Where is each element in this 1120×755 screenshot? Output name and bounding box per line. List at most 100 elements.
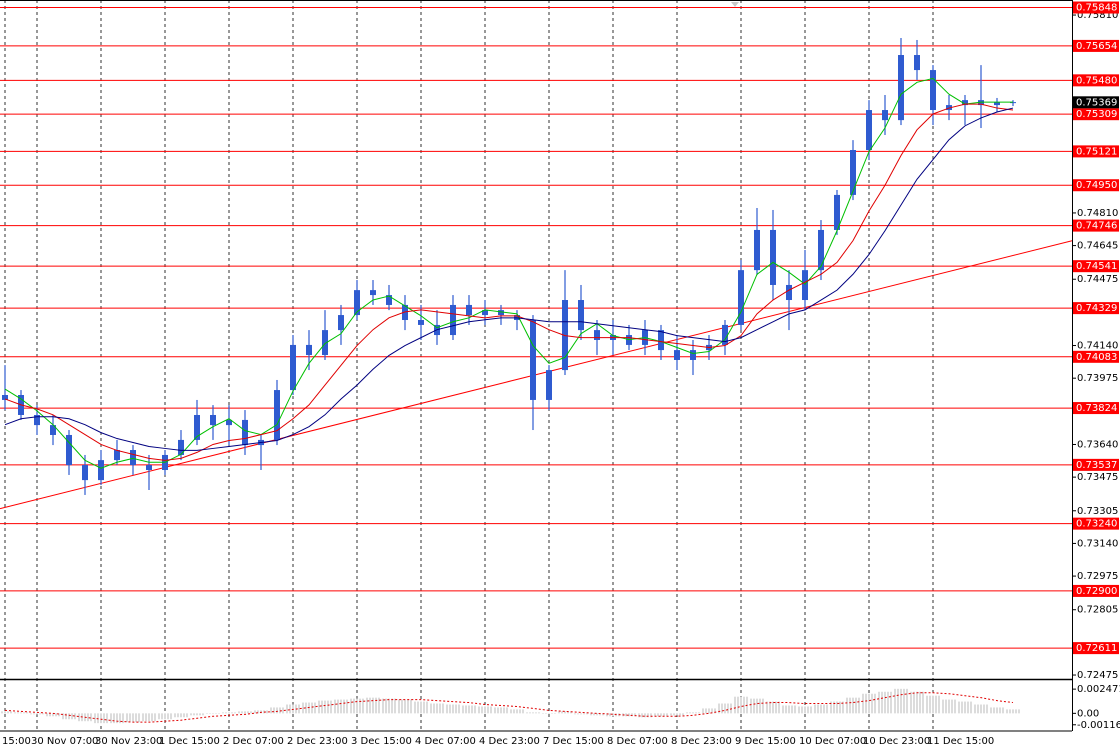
osc-bar <box>538 712 540 714</box>
osc-bar <box>186 713 188 718</box>
osc-bar <box>167 713 169 720</box>
candle-body <box>418 320 424 325</box>
osc-bar <box>404 699 406 714</box>
level-label-box <box>1073 145 1119 158</box>
osc-bar <box>791 705 793 714</box>
osc-bar <box>865 693 867 714</box>
osc-bar <box>727 703 729 714</box>
osc-bar <box>593 713 595 716</box>
osc-bar <box>74 713 76 720</box>
level-label: 0.74329 <box>1076 303 1117 314</box>
osc-bar <box>503 707 505 714</box>
level-label-box <box>1073 350 1119 363</box>
osc-bar <box>55 713 57 717</box>
osc-bar <box>78 713 80 722</box>
y-tick-label: 0.73475 <box>1077 472 1118 483</box>
osc-bar <box>522 709 524 714</box>
candle-body <box>962 100 968 106</box>
osc-bar <box>801 706 803 714</box>
osc-bar <box>289 704 291 714</box>
osc-bar <box>1012 709 1014 714</box>
osc-bar <box>247 711 249 714</box>
candle-body <box>194 414 200 440</box>
osc-bar <box>369 697 371 714</box>
osc-bar <box>961 701 963 714</box>
osc-bar <box>10 711 12 714</box>
osc-bar <box>698 712 700 714</box>
candle-body <box>498 310 504 316</box>
osc-bar <box>455 704 457 714</box>
x-tick-label: 8 Dec 07:00 <box>607 736 668 747</box>
x-tick-label: 15:00 <box>2 736 31 747</box>
level-label: 0.75480 <box>1076 75 1117 86</box>
osc-bar <box>420 701 422 714</box>
osc-bar <box>148 713 150 722</box>
y-tick-label: 0.74645 <box>1077 241 1118 252</box>
candle-body <box>690 350 696 360</box>
osc-bar <box>494 707 496 714</box>
osc-bar <box>286 704 288 714</box>
osc-bar <box>788 705 790 714</box>
y-tick-label: 0.74810 <box>1077 208 1118 219</box>
osc-bar <box>894 688 896 714</box>
level-label: 0.74950 <box>1076 180 1117 191</box>
level-label-box <box>1073 584 1119 597</box>
osc-bar <box>452 704 454 714</box>
osc-bar <box>199 713 201 716</box>
osc-bar <box>670 713 672 716</box>
osc-bar <box>497 707 499 714</box>
x-tick-label: 30 Nov 07:00 <box>31 736 98 747</box>
osc-bar <box>762 698 764 714</box>
osc-bar <box>993 707 995 714</box>
osc-bar <box>526 712 528 714</box>
osc-bar <box>826 704 828 714</box>
candle-body <box>402 304 408 321</box>
candle-body <box>466 304 472 316</box>
osc-bar <box>823 704 825 714</box>
osc-bar <box>740 696 742 714</box>
osc-bar <box>375 697 377 714</box>
candle-body <box>290 344 296 391</box>
candle-body <box>930 70 936 111</box>
osc-bar <box>766 701 768 714</box>
osc-bar <box>170 713 172 720</box>
osc-bar <box>238 711 240 714</box>
osc-bar <box>212 713 214 714</box>
osc-bar <box>23 712 25 714</box>
osc-bar <box>647 713 649 718</box>
osc-bar <box>702 708 704 714</box>
moving-average <box>4 77 1013 469</box>
osc-bar <box>990 707 992 714</box>
level-label-box <box>1073 402 1119 415</box>
osc-bar <box>810 706 812 714</box>
level-label-box <box>1073 179 1119 192</box>
y-tick-label: 0.73305 <box>1077 506 1118 517</box>
osc-bar <box>887 691 889 714</box>
level-label-box <box>1073 39 1119 52</box>
osc-bar <box>913 691 915 714</box>
osc-bar <box>276 707 278 714</box>
osc-bar <box>436 703 438 714</box>
osc-bar <box>663 713 665 717</box>
level-label: 0.74541 <box>1076 261 1117 272</box>
last-price-label: 0.75369 <box>1076 97 1117 108</box>
osc-bar <box>206 713 208 714</box>
osc-bar <box>215 713 217 714</box>
candle-body <box>386 295 392 305</box>
level-label-box <box>1073 458 1119 471</box>
osc-bar <box>1002 707 1004 714</box>
osc-bar <box>929 695 931 714</box>
y-tick-label: 0.73140 <box>1077 538 1118 549</box>
osc-bar <box>14 712 16 714</box>
osc-bar <box>654 713 656 717</box>
osc-bar <box>465 705 467 714</box>
y-tick-label: -0.001167 <box>1077 720 1120 731</box>
osc-bar <box>129 713 131 723</box>
osc-bar <box>164 713 166 720</box>
candle-body <box>370 290 376 296</box>
osc-bar <box>442 703 444 714</box>
osc-bar <box>305 702 307 714</box>
osc-bar <box>474 705 476 714</box>
osc-bar <box>881 691 883 714</box>
osc-bar <box>938 695 940 714</box>
